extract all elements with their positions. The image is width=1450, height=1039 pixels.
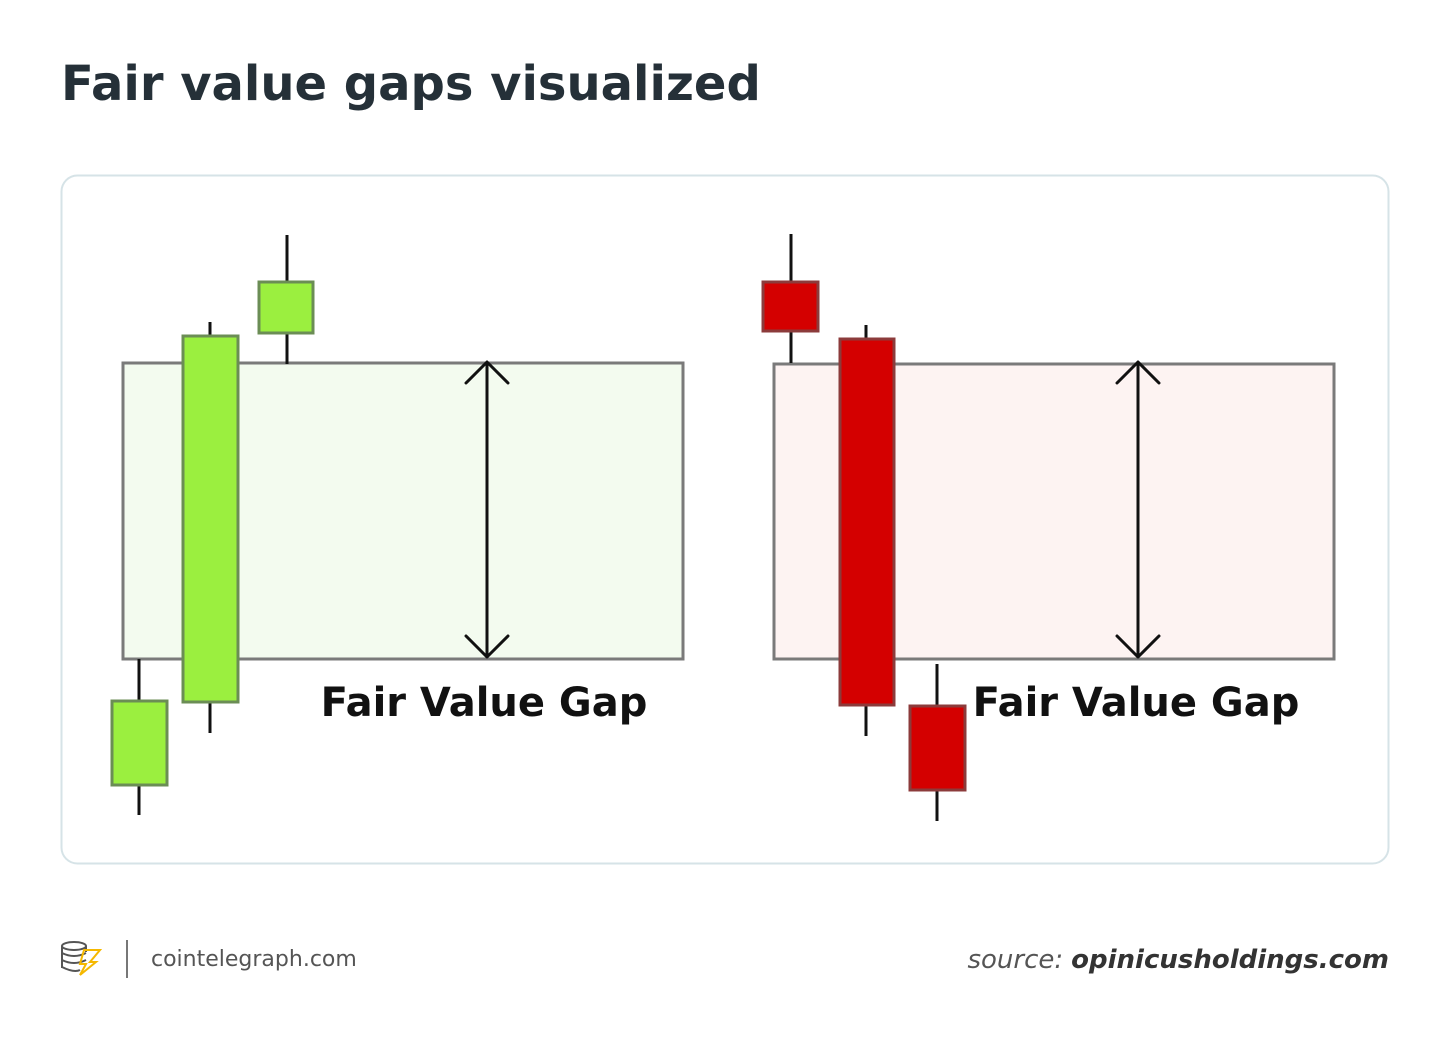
candle [110,699,169,787]
card [60,174,1390,865]
candle [908,704,967,792]
bearish-panel: Fair Value Gap [761,234,1336,821]
panel-label: Fair Value Gap [973,680,1300,726]
panel-label: Fair Value Gap [321,680,648,726]
candle [838,337,896,707]
source-name: opinicusholdings.com [1071,945,1389,975]
candle [257,280,315,335]
logo [61,941,103,976]
brand: cointelegraph.com [151,947,357,972]
source-prefix: source: [967,945,1063,975]
candle [181,334,240,704]
candle [761,280,820,333]
source: source: opinicusholdings.com [967,945,1389,975]
gap-arrow [464,360,510,659]
title: Fair value gaps visualized [61,56,761,112]
bullish-panel: Fair Value Gap [110,235,685,815]
gap-arrow [1115,360,1161,659]
